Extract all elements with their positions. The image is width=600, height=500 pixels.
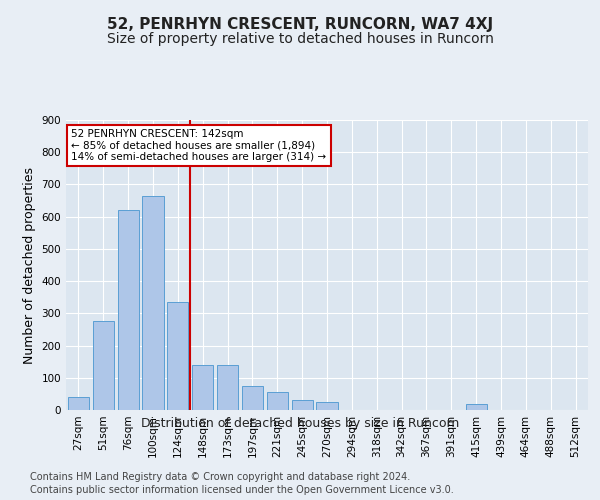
Bar [68,397,89,410]
Bar [93,322,114,410]
Bar [118,210,139,410]
Y-axis label: Number of detached properties: Number of detached properties [23,166,36,364]
Bar [142,196,164,410]
Bar [192,365,213,410]
Bar [316,402,338,410]
Bar [217,365,238,410]
Bar [242,386,263,410]
Text: 52 PENRHYN CRESCENT: 142sqm
← 85% of detached houses are smaller (1,894)
14% of : 52 PENRHYN CRESCENT: 142sqm ← 85% of det… [71,128,326,162]
Text: Distribution of detached houses by size in Runcorn: Distribution of detached houses by size … [141,418,459,430]
Text: Size of property relative to detached houses in Runcorn: Size of property relative to detached ho… [107,32,493,46]
Bar [267,392,288,410]
Bar [466,404,487,410]
Text: Contains public sector information licensed under the Open Government Licence v3: Contains public sector information licen… [30,485,454,495]
Bar [292,400,313,410]
Text: Contains HM Land Registry data © Crown copyright and database right 2024.: Contains HM Land Registry data © Crown c… [30,472,410,482]
Bar [167,302,188,410]
Text: 52, PENRHYN CRESCENT, RUNCORN, WA7 4XJ: 52, PENRHYN CRESCENT, RUNCORN, WA7 4XJ [107,18,493,32]
